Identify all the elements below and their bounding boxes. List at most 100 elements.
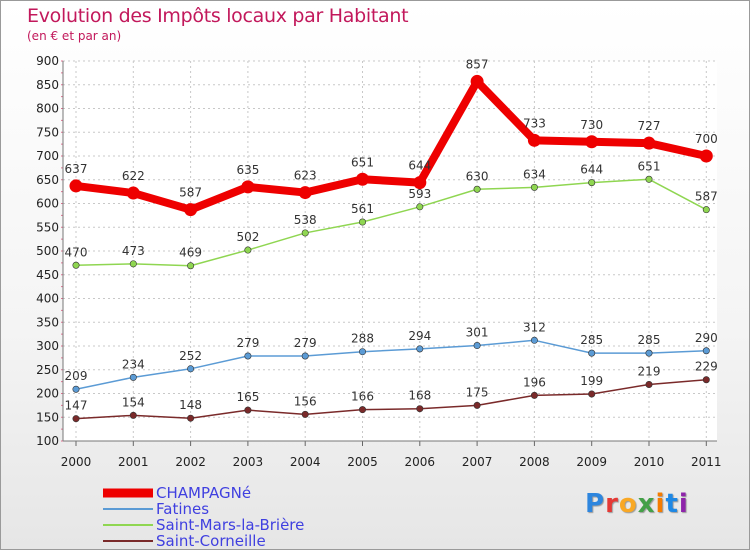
data-point [358, 406, 366, 414]
data-label: 290 [695, 331, 718, 345]
data-point [413, 176, 427, 190]
data-point [69, 179, 83, 193]
data-label: 644 [580, 163, 603, 177]
legend-label: Saint-Mars-la-Brière [156, 516, 304, 534]
data-point [301, 229, 309, 237]
data-label: 730 [580, 118, 603, 132]
data-label: 593 [408, 187, 431, 201]
y-tick-label: 150 [36, 410, 59, 424]
y-tick-label: 800 [36, 102, 59, 116]
data-point [527, 133, 541, 147]
data-label: 156 [294, 394, 317, 408]
data-point [184, 203, 198, 217]
data-point [72, 415, 80, 423]
data-label: 168 [408, 389, 431, 403]
data-label: 651 [638, 159, 661, 173]
legend-label: Fatines [156, 500, 209, 518]
data-label: 154 [122, 395, 145, 409]
data-point [72, 261, 80, 269]
legend-label: Saint-Corneille [156, 532, 266, 549]
data-label: 502 [236, 230, 259, 244]
data-label: 637 [65, 162, 88, 176]
x-tick-label: 2008 [519, 455, 550, 469]
data-label: 229 [695, 360, 718, 374]
data-label: 279 [236, 336, 259, 350]
data-point [588, 179, 596, 187]
data-point [588, 390, 596, 398]
data-point [298, 186, 312, 200]
data-point [187, 365, 195, 373]
data-point [72, 385, 80, 393]
data-point [645, 175, 653, 183]
data-label: 252 [179, 349, 202, 363]
data-point [301, 410, 309, 418]
y-tick-label: 250 [36, 363, 59, 377]
data-point [187, 262, 195, 270]
data-point [702, 376, 710, 384]
data-label: 209 [65, 369, 88, 383]
x-tick-label: 2010 [634, 455, 665, 469]
data-label: 651 [351, 155, 374, 169]
data-point [358, 218, 366, 226]
y-tick-label: 850 [36, 78, 59, 92]
data-point [642, 136, 656, 150]
data-label: 700 [695, 132, 718, 146]
data-point [645, 349, 653, 357]
y-tick-label: 300 [36, 339, 59, 353]
data-point [356, 172, 369, 186]
data-point [244, 352, 252, 360]
data-point [645, 380, 653, 388]
x-tick-label: 2005 [347, 455, 378, 469]
data-point [129, 373, 137, 381]
data-label: 473 [122, 244, 145, 258]
series-line-1 [75, 339, 707, 390]
y-tick-label: 750 [36, 125, 59, 139]
data-label: 469 [179, 246, 202, 260]
data-label: 166 [351, 390, 374, 404]
y-tick-label: 550 [36, 220, 59, 234]
series-line-0 [75, 77, 708, 214]
data-point [241, 180, 255, 194]
data-label: 285 [580, 333, 603, 347]
x-tick-label: 2002 [175, 455, 206, 469]
data-point [416, 203, 424, 211]
data-point [473, 342, 481, 350]
data-point [702, 206, 710, 214]
y-tick-label: 700 [36, 149, 59, 163]
data-label: 285 [638, 333, 661, 347]
data-point [530, 391, 538, 399]
x-tick-label: 2011 [691, 455, 722, 469]
x-tick-label: 2000 [61, 455, 92, 469]
data-label: 312 [523, 320, 546, 334]
data-point [702, 347, 710, 355]
data-point [416, 405, 424, 413]
data-label: 147 [65, 399, 88, 413]
data-label: 148 [179, 398, 202, 412]
data-label: 538 [294, 213, 317, 227]
y-tick-label: 650 [36, 173, 59, 187]
data-label: 175 [466, 385, 489, 399]
data-point [129, 411, 137, 419]
data-point [244, 246, 252, 254]
data-point [473, 185, 481, 193]
data-label: 219 [638, 364, 661, 378]
data-point [416, 345, 424, 353]
data-point [530, 183, 538, 191]
data-label: 199 [580, 374, 603, 388]
data-label: 733 [523, 116, 546, 130]
data-label: 196 [523, 375, 546, 389]
data-point [129, 260, 137, 268]
data-point [699, 149, 713, 163]
series-line-3 [75, 378, 707, 420]
data-point [358, 348, 366, 356]
proxiti-logo: Proxiti [585, 489, 689, 519]
y-tick-label: 100 [36, 434, 59, 448]
data-label: 288 [351, 332, 374, 346]
chart-subtitle: (en € et par an) [27, 29, 122, 43]
y-tick-label: 500 [36, 244, 59, 258]
data-point [187, 414, 195, 422]
data-label: 294 [408, 329, 431, 343]
data-label: 634 [523, 167, 546, 181]
